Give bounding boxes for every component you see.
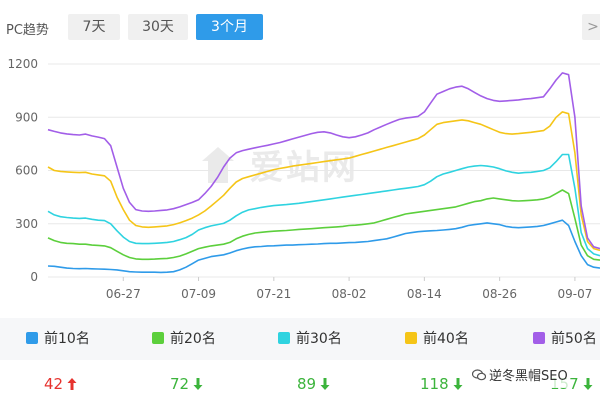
- tab-30-days[interactable]: 30天: [128, 14, 188, 40]
- legend-item-top20[interactable]: 前20名: [152, 318, 216, 360]
- watermark-logo: 爱站网: [200, 140, 430, 188]
- tab-7-days[interactable]: 7天: [68, 14, 120, 40]
- watermark-house-icon: [202, 147, 234, 183]
- legend-swatch-top20: [152, 332, 164, 344]
- series-line-40: [47, 111, 600, 252]
- legend: 前10名 前20名 前30名 前40名 前50名: [0, 318, 600, 360]
- legend-item-top40[interactable]: 前40名: [405, 318, 469, 360]
- legend-label-top50: 前50名: [551, 331, 597, 347]
- credit-text: 逆冬黑帽SEO: [489, 369, 568, 384]
- change-value-top30: 89: [297, 375, 317, 393]
- arrow-down-icon: [583, 378, 593, 390]
- x-tick-label: 09-07: [557, 287, 592, 301]
- series-line-10: [47, 219, 600, 274]
- wechat-icon: [471, 369, 487, 381]
- x-tick-label: 08-14: [407, 287, 442, 301]
- trend-header: PC趋势 7天 30天 3个月 >: [0, 14, 600, 42]
- change-top40: 118: [420, 366, 463, 402]
- legend-label-top10: 前10名: [44, 331, 90, 347]
- x-tick-label: 08-02: [332, 287, 367, 301]
- legend-swatch-top30: [278, 332, 290, 344]
- next-chevron-icon[interactable]: >: [582, 14, 600, 40]
- y-tick-label: 900: [15, 110, 38, 124]
- legend-swatch-top50: [533, 332, 545, 344]
- arrow-down-icon: [453, 378, 463, 390]
- x-tick-label: 07-21: [256, 287, 291, 301]
- change-top30: 89: [297, 366, 330, 402]
- legend-swatch-top40: [405, 332, 417, 344]
- change-value-top40: 118: [420, 375, 449, 393]
- legend-label-top30: 前30名: [296, 331, 342, 347]
- series-line-30: [47, 153, 600, 257]
- tab-3-months[interactable]: 3个月: [196, 14, 263, 40]
- change-value-top10: 42: [44, 375, 64, 393]
- arrow-up-icon: [67, 378, 77, 390]
- legend-item-top50[interactable]: 前50名: [533, 318, 597, 360]
- y-tick-label: 300: [15, 217, 38, 231]
- legend-swatch-top10: [26, 332, 38, 344]
- arrow-down-icon: [320, 378, 330, 390]
- legend-label-top40: 前40名: [423, 331, 469, 347]
- y-tick-label: 600: [15, 164, 38, 178]
- series-line-50: [47, 72, 600, 250]
- change-top10: 42: [44, 366, 77, 402]
- legend-item-top10[interactable]: 前10名: [26, 318, 90, 360]
- watermark-text: 爱站网: [249, 148, 358, 188]
- x-tick-label: 08-26: [482, 287, 517, 301]
- credit-watermark: 逆冬黑帽SEO: [470, 366, 570, 388]
- change-top20: 72: [170, 366, 203, 402]
- legend-label-top20: 前20名: [170, 331, 216, 347]
- x-tick-label: 07-09: [181, 287, 216, 301]
- rank-change-row: 42 72 89 118 157: [0, 366, 600, 402]
- y-tick-label: 0: [30, 270, 38, 284]
- trend-title: PC趋势: [6, 23, 49, 38]
- x-tick-label: 06-27: [106, 287, 141, 301]
- change-value-top20: 72: [170, 375, 190, 393]
- legend-item-top30[interactable]: 前30名: [278, 318, 342, 360]
- y-tick-label: 1200: [7, 57, 38, 71]
- trend-line-chart: 0 300 600 900 1200 06-27 07-09 07-21 08-02 08-14 0…: [7, 57, 600, 301]
- series-line-20: [47, 189, 600, 261]
- arrow-down-icon: [193, 378, 203, 390]
